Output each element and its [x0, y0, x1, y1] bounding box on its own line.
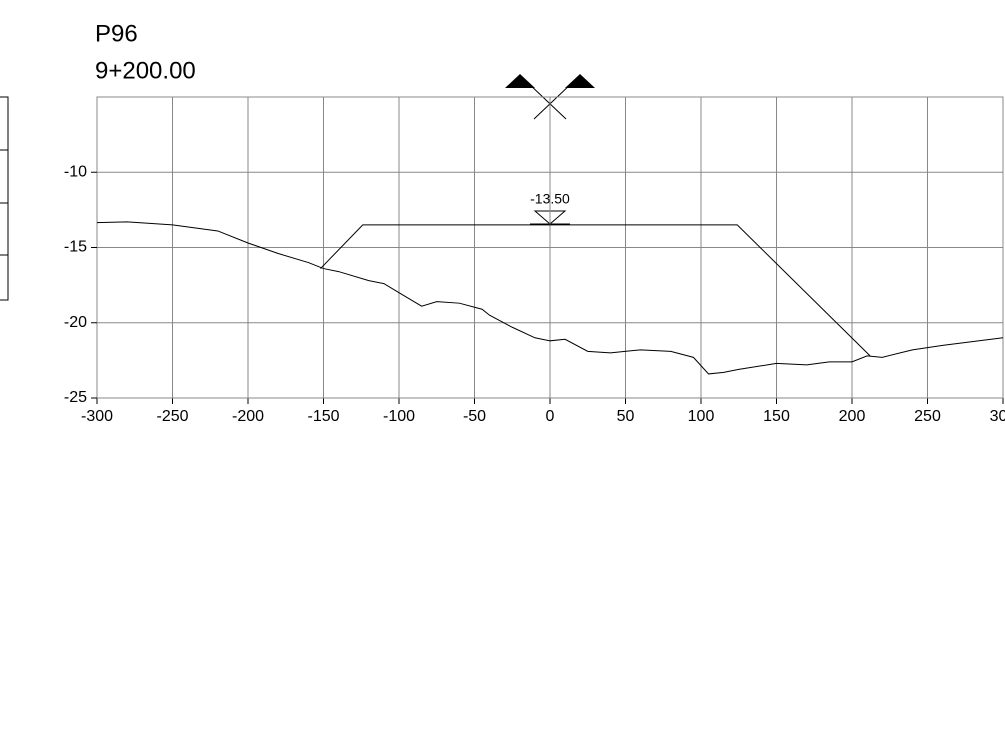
x-tick-label: 100	[688, 408, 715, 425]
x-tick-label: 150	[763, 408, 790, 425]
y-tick-label: -20	[64, 314, 87, 331]
x-tick-label: -300	[81, 408, 113, 425]
y-tick-label: -15	[64, 239, 87, 256]
x-tick-label: -50	[463, 408, 486, 425]
x-tick-label: -250	[156, 408, 188, 425]
x-tick-label: -200	[232, 408, 264, 425]
side-legend-box	[0, 96, 9, 301]
chart-title: P96	[95, 20, 138, 47]
x-tick-label: 250	[914, 408, 941, 425]
design-line	[320, 224, 871, 357]
x-tick-label: 0	[546, 408, 555, 425]
x-tick-label: 200	[839, 408, 866, 425]
x-tick-label: -100	[383, 408, 415, 425]
x-tick-label: 50	[617, 408, 635, 425]
chart-subtitle: 9+200.00	[95, 57, 196, 84]
x-tick-label: -150	[307, 408, 339, 425]
y-tick-label: -25	[64, 389, 87, 406]
x-tick-label: 300	[990, 408, 1005, 425]
ground-line	[96, 221, 1004, 375]
y-tick-label: -10	[64, 163, 87, 180]
